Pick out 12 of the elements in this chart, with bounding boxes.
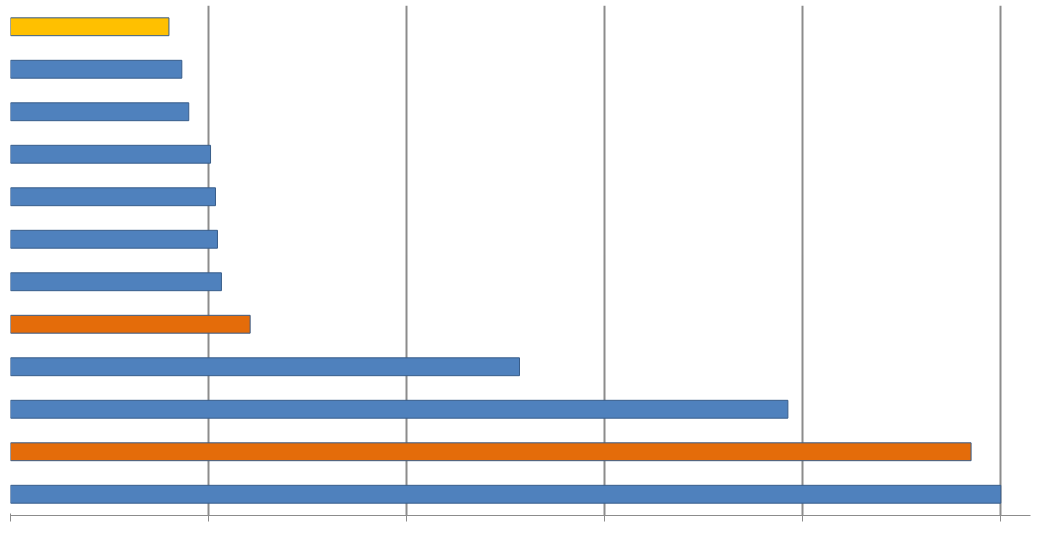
bar (10, 399, 789, 419)
bar (10, 102, 190, 122)
bar (10, 59, 183, 79)
bar (10, 314, 251, 334)
bar (10, 187, 216, 207)
bar (10, 357, 521, 377)
bar (10, 144, 212, 164)
bar (10, 272, 222, 292)
bar (10, 484, 1002, 504)
bar (10, 442, 972, 462)
bar (10, 17, 170, 37)
bar (10, 229, 218, 249)
